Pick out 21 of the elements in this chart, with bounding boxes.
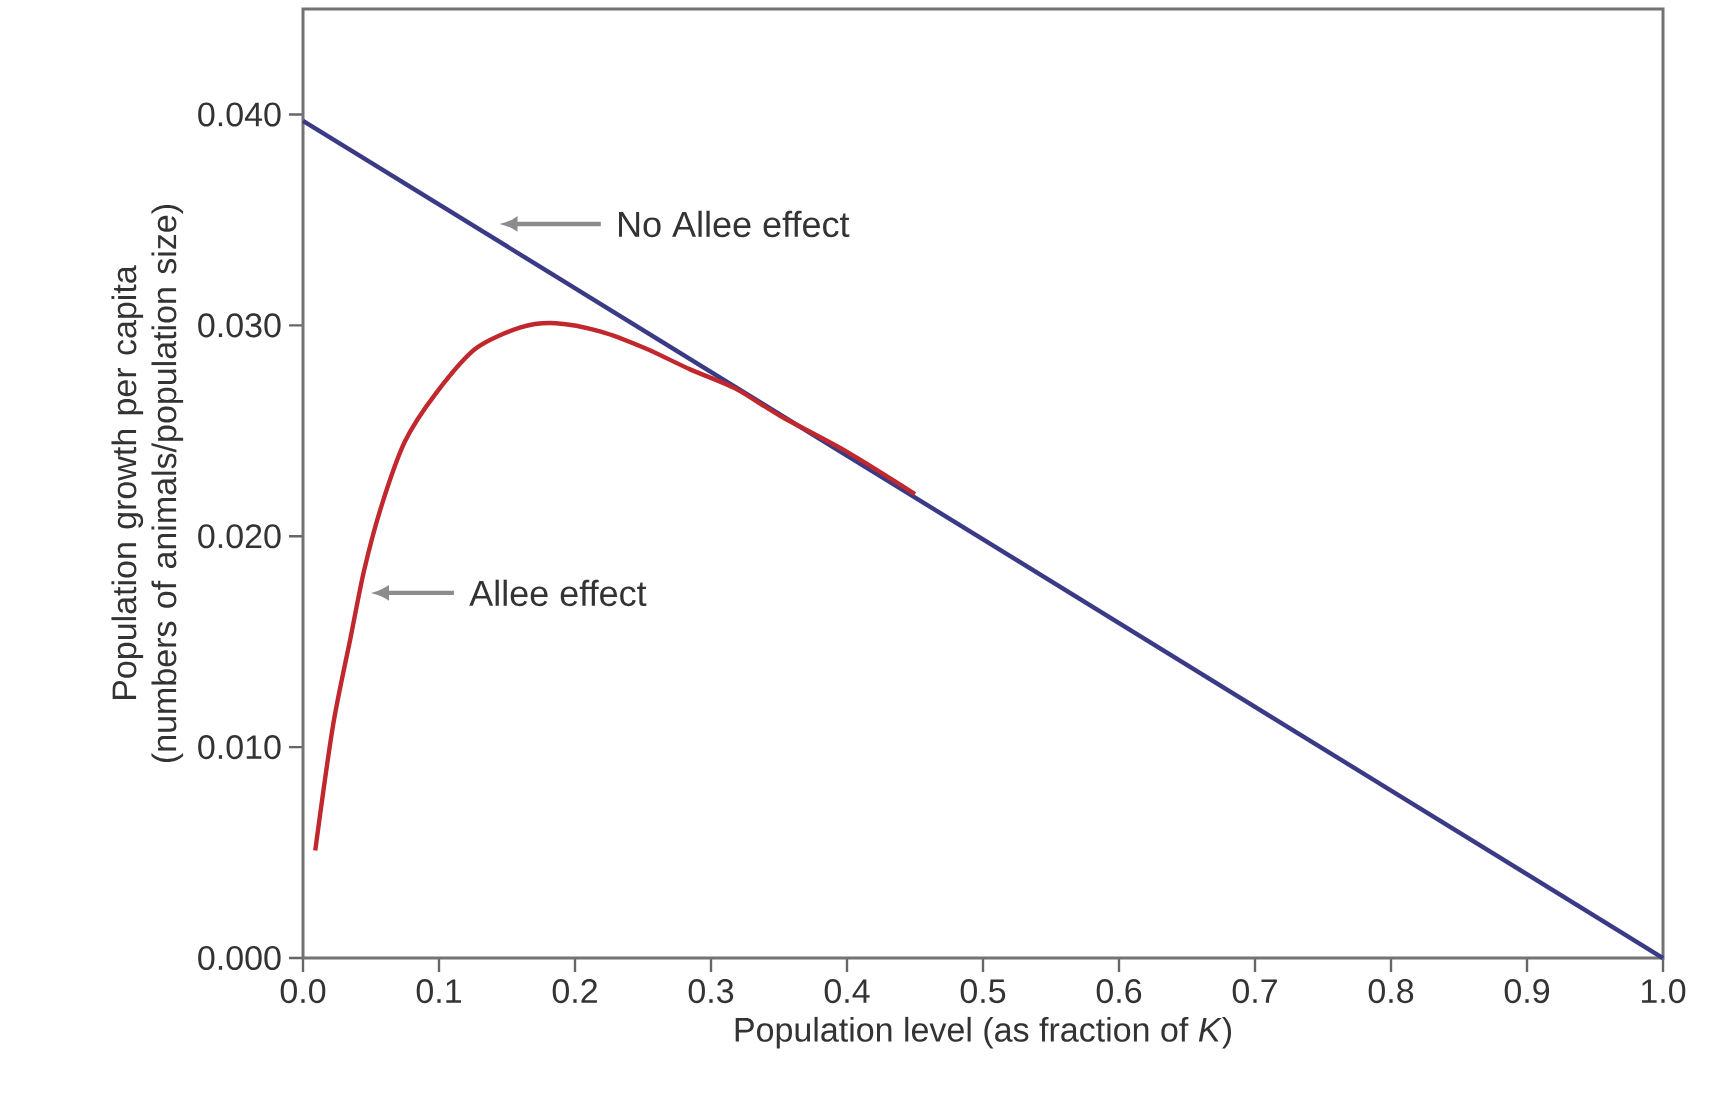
x-tick-label: 0.2	[552, 979, 597, 1004]
y-tick-label: 0.010	[198, 735, 281, 760]
x-tick-label: 0.4	[824, 979, 870, 1004]
y-tick-label: 0.020	[198, 524, 281, 549]
x-tick-label: 0.9	[1504, 979, 1550, 1004]
annotation: No Allee effect	[619, 210, 850, 238]
x-tick-label: 0.3	[688, 979, 734, 1004]
x-tick-label: 0.1	[416, 979, 461, 1004]
y-tick-label: 0.040	[198, 102, 281, 127]
x-tick-label: 0.8	[1368, 979, 1414, 1004]
y-axis-title: Population growth per capita (numbers of animals/population size)	[111, 205, 184, 763]
x-tick-label: 0.6	[1096, 979, 1142, 1004]
line-series	[313, 320, 918, 853]
x-tick-label: 0.5	[960, 979, 1006, 1004]
y-tick-label: 0.000	[198, 945, 281, 971]
x-tick-label: 0.7	[1232, 979, 1277, 1004]
x-axis-title: Population level (as fraction of K)	[735, 1016, 1231, 1049]
y-tick-label: 0.030	[198, 313, 281, 338]
x-tick-label: 1.0	[1641, 979, 1686, 1004]
annotation: Allee effect	[469, 579, 647, 607]
x-tick-label: 0.0	[280, 979, 326, 1004]
